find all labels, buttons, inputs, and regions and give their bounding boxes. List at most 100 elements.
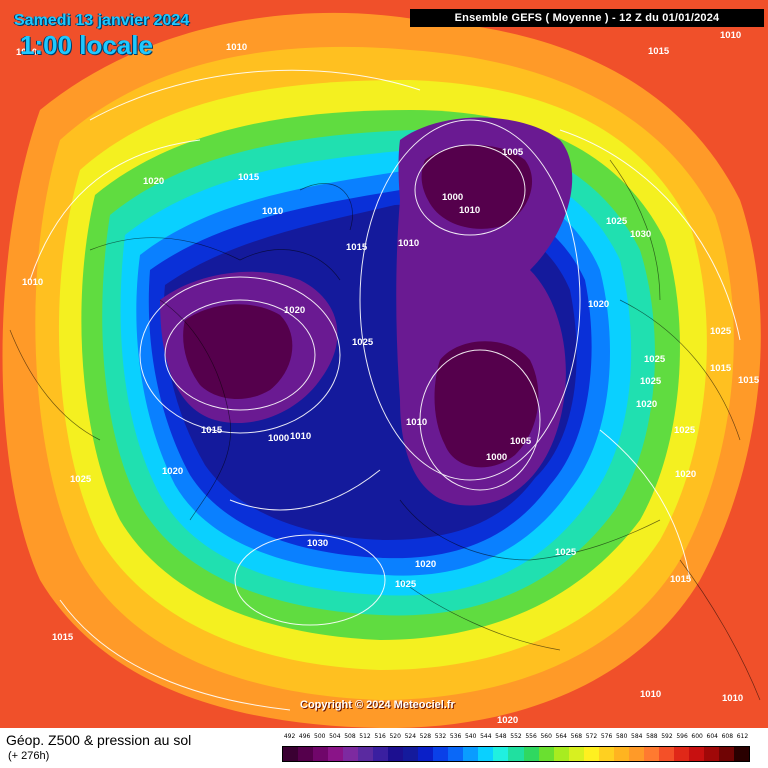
coastlines <box>9 159 761 701</box>
isobar-label: 1025 <box>70 474 92 485</box>
isobar-label: 1010 <box>398 238 419 249</box>
low-core-canada <box>183 304 293 400</box>
low-core-atlantic-south <box>434 341 539 468</box>
isobar-label: 1010 <box>459 205 480 216</box>
isobar-label: 1010 <box>22 277 43 288</box>
colorbar-swatch <box>343 747 359 761</box>
isobar-label: 1000 <box>486 452 507 463</box>
isobar-label: 1020 <box>675 469 696 480</box>
lead-time: (+ 276h) <box>8 750 50 762</box>
colorbar-swatch <box>718 747 734 761</box>
isobar-label: 1005 <box>502 147 524 158</box>
colorbar-tick-label: 608 <box>721 733 734 740</box>
colorbar-swatch <box>553 747 569 761</box>
isobar-label: 1025 <box>395 579 417 590</box>
isobar-label: 1015 <box>201 425 223 436</box>
colorbar-swatch <box>733 747 749 761</box>
forecast-date: Samedi 13 janvier 2024 <box>14 12 190 29</box>
colorbar-tick-label: 532 <box>434 733 447 740</box>
colorbar-swatch <box>703 747 719 761</box>
isobar-label: 1010 <box>290 431 311 442</box>
colorbar-tick-label: 580 <box>615 733 628 740</box>
isobar-label: 1015 <box>238 172 260 183</box>
isobar-lines <box>29 69 741 711</box>
colorbar-tick-label: 576 <box>600 733 613 740</box>
colorbar-tick-label: 588 <box>646 733 658 740</box>
colorbar-tick-label: 520 <box>389 733 401 740</box>
isobar-label: 1000 <box>268 433 289 444</box>
isobar-label: 1025 <box>352 337 374 348</box>
isobar-label: 1010 <box>262 206 283 217</box>
colorbar-swatch <box>418 747 434 761</box>
colorbar-swatch <box>478 747 494 761</box>
isobar-label: 1015 <box>670 574 692 585</box>
colorbar: 492 496 500 504 508 512 516 520 524 528 532 536 540 5… <box>282 733 750 763</box>
colorbar-tick-label: 512 <box>359 733 371 740</box>
isobar-label: 1010 <box>722 693 743 704</box>
colorbar-swatch <box>643 747 659 761</box>
colorbar-swatch <box>583 747 599 761</box>
colorbar-swatch <box>283 747 299 761</box>
colorbar-tick-label: 500 <box>314 733 326 740</box>
colorbar-swatch <box>313 747 329 761</box>
colorbar-swatch <box>403 747 419 761</box>
colorbar-swatch <box>538 747 554 761</box>
isobar-label: 1030 <box>307 538 328 549</box>
isobar-label: 1020 <box>415 559 436 570</box>
low-core-atlantic-north <box>421 145 533 229</box>
colorbar-swatch <box>463 747 479 761</box>
colorbar-tick-label: 492 <box>283 733 296 740</box>
colorbar-tick-label: 596 <box>676 733 688 740</box>
colorbar-tick-label: 536 <box>449 733 462 740</box>
colorbar-swatch <box>328 747 344 761</box>
isobar-label: 1010 <box>640 689 661 700</box>
colorbar-tick-label: 572 <box>585 733 598 740</box>
colorbar-tick-label: 552 <box>510 733 522 740</box>
colorbar-tick-label: 496 <box>298 733 311 740</box>
colorbar-swatch <box>373 747 389 761</box>
isobar-label: 1020 <box>143 176 164 187</box>
legend-panel: Géop. Z500 & pression au sol (+ 276h) 49… <box>0 728 768 768</box>
isobar-label: 1010 <box>406 417 427 428</box>
product-title: Géop. Z500 & pression au sol <box>6 732 192 748</box>
geopotential-field: 1010 1015 1010 1020 1015 1010 1015 1010 … <box>2 12 761 728</box>
model-run-banner: Ensemble GEFS ( Moyenne ) - 12 Z du 01/0… <box>410 9 764 27</box>
colorbar-labels: 492 496 500 504 508 512 516 520 524 528 532 536 540 5… <box>282 733 750 744</box>
colorbar-tick-label: 604 <box>706 733 718 740</box>
isobar-label: 1025 <box>710 326 732 337</box>
colorbar-swatch <box>493 747 509 761</box>
isobar-label: 1020 <box>497 715 518 726</box>
isobar-label: 1030 <box>630 229 651 240</box>
isobar-label: 1025 <box>606 216 628 227</box>
colorbar-swatch <box>388 747 404 761</box>
isobar-label: 1020 <box>284 305 305 316</box>
colorbar-swatch <box>298 747 314 761</box>
isobar-label: 1015 <box>648 46 670 57</box>
colorbar-tick-label: 564 <box>555 733 567 740</box>
colorbar-swatch <box>568 747 584 761</box>
colorbar-swatch <box>658 747 674 761</box>
colorbar-swatch <box>673 747 689 761</box>
isobar-label: 1010 <box>16 47 37 58</box>
colorbar-tick-label: 540 <box>464 733 477 740</box>
colorbar-tick-label: 508 <box>344 733 356 740</box>
isobar-label: 1015 <box>738 375 760 386</box>
isobar-label: 1015 <box>346 242 368 253</box>
isobar-label-group: 1010 1015 1010 1020 1015 1010 1015 1010 … <box>16 30 760 726</box>
colorbar-swatch <box>613 747 629 761</box>
isobar-label: 1010 <box>720 30 741 41</box>
colorbar-tick-label: 584 <box>631 733 643 740</box>
colorbar-tick-label: 600 <box>691 733 703 740</box>
isobar-label: 1010 <box>226 42 247 53</box>
isobar-label: 1000 <box>442 192 463 203</box>
colorbar-tick-label: 544 <box>480 733 492 740</box>
isobar-label: 1015 <box>52 632 74 643</box>
colorbar-swatches <box>282 746 750 762</box>
colorbar-tick-label: 568 <box>570 733 583 740</box>
colorbar-tick-label: 560 <box>540 733 552 740</box>
copyright-notice: Copyright © 2024 Meteociel.fr <box>300 699 455 711</box>
colorbar-swatch <box>628 747 644 761</box>
colorbar-swatch <box>433 747 449 761</box>
isobar-label: 1015 <box>710 363 732 374</box>
colorbar-tick-label: 548 <box>495 733 507 740</box>
